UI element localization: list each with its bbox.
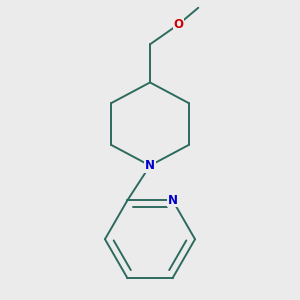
Text: O: O: [173, 18, 183, 31]
Text: N: N: [145, 159, 155, 172]
Text: N: N: [167, 194, 178, 207]
